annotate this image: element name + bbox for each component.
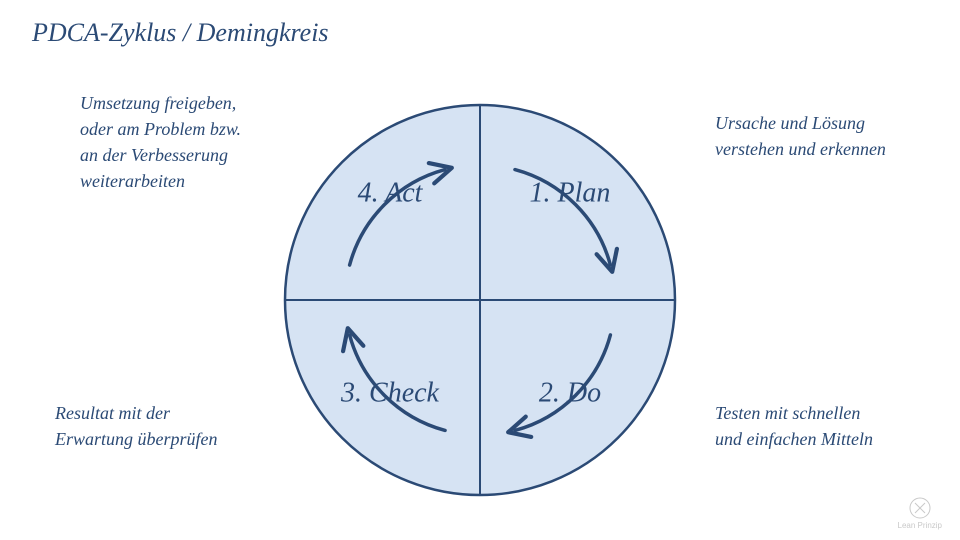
quadrant-do-label: 2. Do <box>539 377 601 408</box>
description-line: Erwartung überprüfen <box>55 426 275 452</box>
description-line: und einfachen Mitteln <box>715 426 935 452</box>
description-do: Testen mit schnellenund einfachen Mittel… <box>715 400 935 452</box>
description-plan: Ursache und Lösungverstehen und erkennen <box>715 110 935 162</box>
description-line: Resultat mit der <box>55 400 275 426</box>
quadrant-plan-label: 1. Plan <box>530 177 611 208</box>
quadrant-check-label: 3. Check <box>340 377 440 408</box>
description-line: Testen mit schnellen <box>715 400 935 426</box>
quadrant-act-label: 4. Act <box>358 177 424 208</box>
watermark: Lean Prinzip <box>898 497 942 530</box>
description-act: Umsetzung freigeben,oder am Problem bzw.… <box>80 90 310 194</box>
description-line: weiterarbeiten <box>80 168 310 194</box>
description-line: Umsetzung freigeben, <box>80 90 310 116</box>
description-line: an der Verbesserung <box>80 142 310 168</box>
description-line: Ursache und Lösung <box>715 110 935 136</box>
pdca-cycle-diagram: 1. Plan 2. Do 3. Check 4. Act <box>0 0 960 540</box>
description-check: Resultat mit derErwartung überprüfen <box>55 400 275 452</box>
description-line: verstehen und erkennen <box>715 136 935 162</box>
description-line: oder am Problem bzw. <box>80 116 310 142</box>
